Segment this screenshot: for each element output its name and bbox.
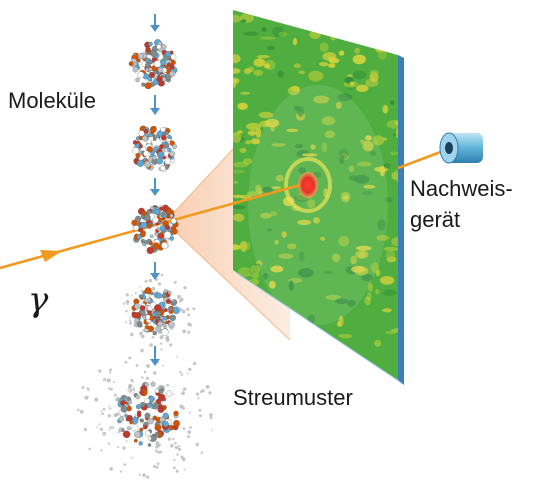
molecule-sequence	[77, 14, 214, 479]
down-arrow-icon-4	[150, 262, 160, 280]
molecule-disintegrating-4	[122, 273, 196, 351]
detector-device-icon	[439, 132, 483, 164]
molecules-label: Moleküle	[8, 88, 97, 113]
scatter-pattern-label: Streumuster	[233, 385, 353, 410]
photon-symbol: γ	[28, 280, 49, 320]
molecule-exploded-5	[77, 348, 214, 479]
detector-label-line2: gerät	[410, 207, 461, 232]
molecule-hit-3	[131, 204, 179, 255]
detector-label-line1: Nachweis-	[410, 176, 513, 201]
down-arrow-icon-5	[150, 346, 160, 366]
detector-screen	[233, 10, 404, 385]
down-arrow-icon-2	[150, 95, 160, 115]
down-arrow-icon-1	[150, 14, 160, 32]
molecule-intact-1	[128, 39, 178, 90]
central-hotspot	[298, 172, 318, 198]
molecule-intact-2	[132, 125, 177, 173]
down-arrow-icon-3	[150, 178, 160, 196]
beam-arrowhead	[40, 250, 62, 262]
